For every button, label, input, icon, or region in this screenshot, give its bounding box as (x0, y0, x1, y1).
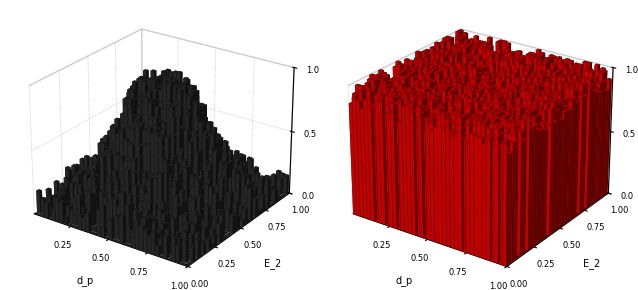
Y-axis label: E_2: E_2 (264, 259, 281, 269)
X-axis label: d_p: d_p (77, 275, 94, 286)
X-axis label: d_p: d_p (396, 275, 413, 286)
Y-axis label: E_2: E_2 (583, 259, 600, 269)
